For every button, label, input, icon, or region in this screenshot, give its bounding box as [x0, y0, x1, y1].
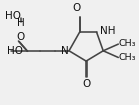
Text: HO: HO	[5, 11, 21, 21]
Text: CH₃: CH₃	[118, 53, 136, 62]
Text: H: H	[17, 18, 25, 28]
Text: NH: NH	[100, 26, 115, 36]
Text: O: O	[17, 32, 25, 42]
Text: N: N	[61, 46, 68, 56]
Text: HO: HO	[7, 46, 23, 56]
Text: O: O	[83, 79, 91, 89]
Text: O: O	[72, 3, 80, 13]
Text: CH₃: CH₃	[118, 39, 136, 48]
